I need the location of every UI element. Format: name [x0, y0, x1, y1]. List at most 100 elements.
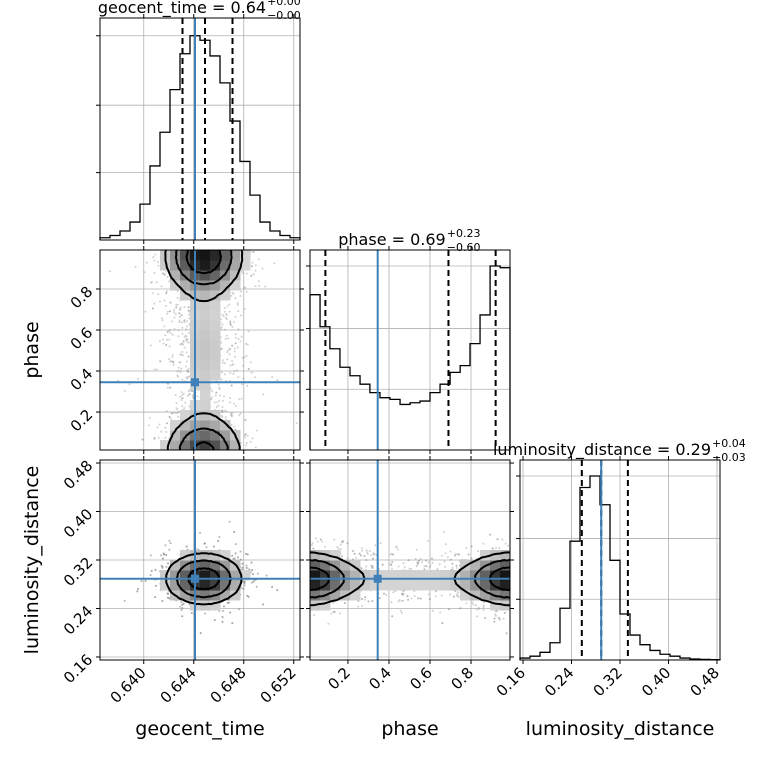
sample-point — [178, 361, 181, 364]
sample-point — [374, 544, 377, 547]
sample-point — [144, 579, 147, 582]
sample-point — [218, 399, 221, 402]
sample-point — [183, 346, 186, 349]
sample-point — [164, 436, 167, 439]
sample-point — [243, 580, 246, 583]
sample-point — [454, 554, 457, 557]
sample-point — [166, 331, 169, 334]
sample-point — [140, 580, 143, 583]
sample-point — [245, 342, 248, 345]
sample-point — [491, 547, 494, 550]
density-cell — [180, 290, 191, 301]
sample-point — [169, 301, 172, 304]
sample-point — [188, 323, 191, 326]
sample-point — [251, 573, 254, 576]
sample-point — [161, 565, 164, 568]
sample-point — [225, 334, 228, 337]
sample-point — [243, 582, 246, 585]
sample-point — [192, 395, 195, 398]
sample-point — [436, 568, 439, 571]
sample-point — [255, 429, 258, 432]
density-cell — [200, 360, 211, 371]
sample-point — [204, 612, 207, 615]
density-cell — [200, 440, 211, 450]
sample-point — [271, 375, 274, 378]
sample-point — [241, 566, 244, 569]
sample-point — [346, 542, 349, 545]
truth-marker — [191, 378, 199, 387]
sample-point — [245, 272, 248, 275]
sample-point — [366, 553, 369, 556]
sample-point — [276, 589, 279, 592]
sample-point — [241, 566, 244, 569]
panel-title: phase = 0.69 — [338, 230, 445, 249]
sample-point — [220, 371, 223, 374]
sample-point — [154, 568, 157, 571]
sample-point — [400, 600, 403, 603]
sample-point — [163, 553, 166, 556]
sample-point — [247, 368, 250, 371]
sample-point — [407, 559, 410, 562]
sample-point — [128, 383, 131, 386]
sample-point — [246, 553, 249, 556]
sample-point — [162, 342, 165, 345]
sample-point — [204, 612, 207, 615]
sample-point — [243, 286, 246, 289]
sample-point — [167, 562, 170, 565]
sample-point — [187, 306, 190, 309]
density-cell — [200, 560, 211, 571]
sample-point — [165, 554, 168, 557]
sample-point — [245, 566, 248, 569]
title-sup: +0.00 — [267, 0, 301, 8]
density-cell — [210, 350, 221, 361]
sample-point — [441, 622, 444, 625]
sample-point — [245, 552, 248, 555]
truth-marker — [191, 574, 199, 583]
sample-point — [178, 312, 181, 315]
sample-point — [503, 611, 506, 614]
sample-point — [225, 318, 228, 321]
sample-point — [185, 545, 188, 548]
sample-point — [226, 601, 229, 604]
sample-point — [221, 359, 224, 362]
sample-point — [231, 344, 234, 347]
sample-point — [180, 399, 183, 402]
sample-point — [407, 598, 410, 601]
sample-point — [188, 405, 191, 408]
sample-point — [199, 632, 202, 635]
sample-point — [229, 611, 232, 614]
sample-point — [474, 604, 477, 607]
sample-point — [295, 422, 298, 425]
sample-point — [161, 566, 164, 569]
sample-point — [181, 397, 184, 400]
sample-point — [459, 607, 462, 610]
sample-point — [245, 564, 248, 567]
density-cell — [230, 440, 241, 450]
sample-point — [170, 359, 173, 362]
sample-point — [190, 390, 193, 393]
sample-point — [165, 554, 168, 557]
sample-point — [168, 548, 171, 551]
sample-point — [234, 297, 237, 300]
sample-point — [223, 605, 226, 608]
sample-point — [215, 406, 218, 409]
sample-point — [182, 602, 185, 605]
sample-point — [187, 341, 190, 344]
sample-point — [218, 394, 221, 397]
sample-point — [237, 376, 240, 379]
sample-point — [171, 320, 174, 323]
sample-point — [153, 368, 156, 371]
sample-point — [147, 424, 150, 427]
sample-point — [333, 610, 336, 613]
sample-point — [321, 540, 324, 543]
sample-point — [161, 319, 164, 322]
density-cell — [170, 440, 181, 450]
sample-point — [247, 595, 250, 598]
sample-point — [467, 553, 470, 556]
sample-point — [228, 353, 231, 356]
sample-point — [155, 281, 158, 284]
sample-point — [432, 609, 435, 612]
sample-point — [231, 622, 234, 625]
sample-point — [370, 554, 373, 557]
density-cell — [210, 280, 221, 291]
